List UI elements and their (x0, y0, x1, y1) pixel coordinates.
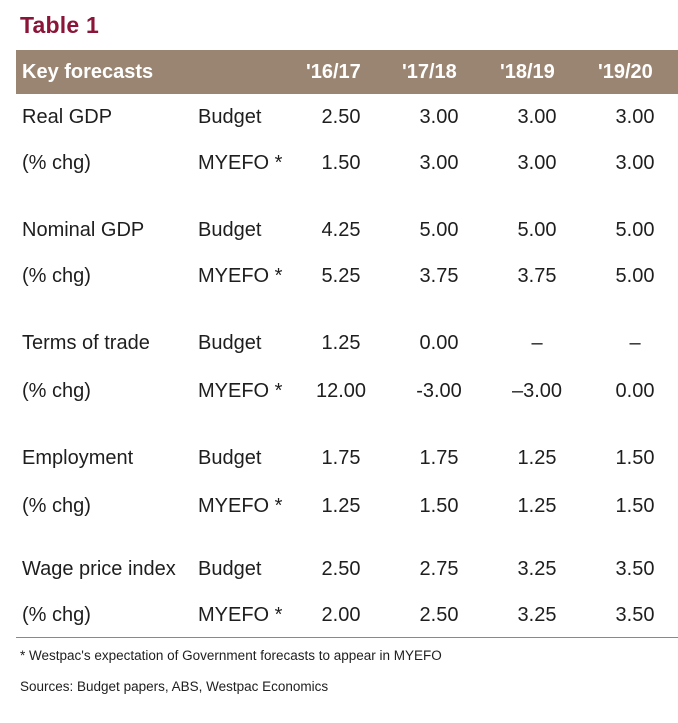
budget-value-terms-of-trade-2: – (531, 332, 543, 354)
budget-value-employment-2: 1.25 (517, 447, 557, 469)
budget-value-real-gdp-0: 2.50 (321, 106, 361, 128)
budget-label-employment: Budget (198, 447, 262, 469)
row-label-wage-price-index: Wage price index (22, 558, 176, 580)
myefo-value-terms-of-trade-2: –3.00 (511, 380, 563, 402)
myefo-value-employment-2: 1.25 (517, 495, 557, 517)
myefo-value-nominal-gdp-0: 5.25 (321, 265, 361, 287)
myefo-value-employment-1: 1.50 (419, 495, 459, 517)
budget-value-nominal-gdp-2: 5.00 (517, 219, 557, 241)
row-label-nominal-gdp: Nominal GDP (22, 219, 145, 241)
myefo-value-employment-3: 1.50 (615, 495, 655, 517)
myefo-value-wage-price-index-3: 3.50 (615, 604, 655, 626)
budget-value-employment-1: 1.75 (419, 447, 459, 469)
myefo-value-wage-price-index-0: 2.00 (321, 604, 361, 626)
header-label: Key forecasts (22, 61, 154, 83)
row-unit-wage-price-index: (% chg) (22, 604, 91, 626)
budget-value-real-gdp-2: 3.00 (517, 106, 557, 128)
myefo-value-employment-0: 1.25 (321, 495, 361, 517)
budget-value-terms-of-trade-1: 0.00 (419, 332, 459, 354)
myefo-value-wage-price-index-2: 3.25 (517, 604, 557, 626)
myefo-value-real-gdp-1: 3.00 (419, 152, 459, 174)
budget-value-terms-of-trade-0: 1.25 (321, 332, 361, 354)
myefo-value-real-gdp-2: 3.00 (517, 152, 557, 174)
budget-value-real-gdp-1: 3.00 (419, 106, 459, 128)
row-label-real-gdp: Real GDP (22, 106, 113, 128)
header-year-1819: '18/19 (500, 61, 555, 83)
budget-label-terms-of-trade: Budget (198, 332, 262, 354)
myefo-label-wage-price-index: MYEFO * (198, 604, 283, 626)
budget-label-nominal-gdp: Budget (198, 219, 262, 241)
budget-value-real-gdp-3: 3.00 (615, 106, 655, 128)
myefo-value-terms-of-trade-0: 12.00 (315, 380, 367, 402)
myefo-value-nominal-gdp-2: 3.75 (517, 265, 557, 287)
budget-value-employment-3: 1.50 (615, 447, 655, 469)
myefo-label-nominal-gdp: MYEFO * (198, 265, 283, 287)
budget-value-wage-price-index-1: 2.75 (419, 558, 459, 580)
myefo-value-nominal-gdp-3: 5.00 (615, 265, 655, 287)
budget-value-nominal-gdp-3: 5.00 (615, 219, 655, 241)
row-unit-terms-of-trade: (% chg) (22, 380, 91, 402)
myefo-value-nominal-gdp-1: 3.75 (419, 265, 459, 287)
myefo-value-terms-of-trade-3: 0.00 (615, 380, 655, 402)
budget-value-wage-price-index-2: 3.25 (517, 558, 557, 580)
budget-value-terms-of-trade-3: – (629, 332, 641, 354)
budget-value-nominal-gdp-1: 5.00 (419, 219, 459, 241)
budget-value-employment-0: 1.75 (321, 447, 361, 469)
table-bottom-rule (16, 637, 678, 638)
row-label-employment: Employment (22, 447, 134, 469)
row-label-terms-of-trade: Terms of trade (22, 332, 150, 354)
footnote: * Westpac's expectation of Government fo… (20, 648, 442, 663)
table-title: Table 1 (20, 12, 99, 38)
header-year-1617: '16/17 (306, 61, 361, 83)
budget-value-nominal-gdp-0: 4.25 (321, 219, 361, 241)
row-unit-real-gdp: (% chg) (22, 152, 91, 174)
budget-label-real-gdp: Budget (198, 106, 262, 128)
row-unit-employment: (% chg) (22, 495, 91, 517)
sources-note: Sources: Budget papers, ABS, Westpac Eco… (20, 679, 329, 694)
myefo-value-real-gdp-0: 1.50 (321, 152, 361, 174)
myefo-value-terms-of-trade-1: -3.00 (416, 380, 462, 402)
budget-label-wage-price-index: Budget (198, 558, 262, 580)
table-header: Key forecasts '16/17 '17/18 '18/19 '19/2… (16, 50, 678, 94)
budget-value-wage-price-index-3: 3.50 (615, 558, 655, 580)
myefo-label-employment: MYEFO * (198, 495, 283, 517)
myefo-value-wage-price-index-1: 2.50 (419, 604, 459, 626)
budget-value-wage-price-index-0: 2.50 (321, 558, 361, 580)
header-year-1920: '19/20 (598, 61, 653, 83)
myefo-label-real-gdp: MYEFO * (198, 152, 283, 174)
row-unit-nominal-gdp: (% chg) (22, 265, 91, 287)
header-year-1718: '17/18 (402, 61, 457, 83)
myefo-label-terms-of-trade: MYEFO * (198, 380, 283, 402)
myefo-value-real-gdp-3: 3.00 (615, 152, 655, 174)
